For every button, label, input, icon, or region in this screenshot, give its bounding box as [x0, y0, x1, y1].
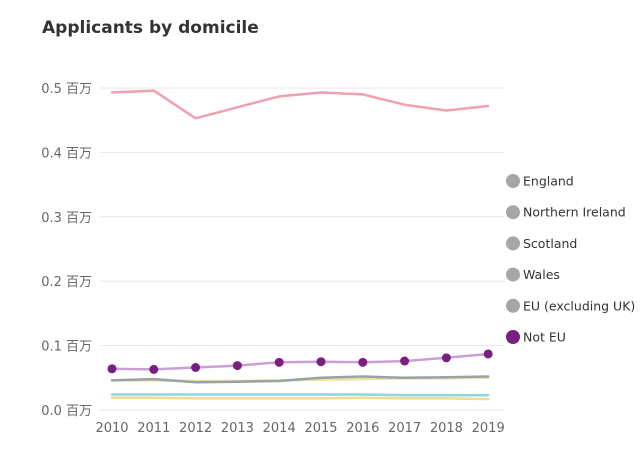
y-tick-label: 0.1 百万: [41, 340, 92, 355]
x-tick-label: 2016: [346, 421, 379, 436]
gridlines: [100, 87, 505, 411]
y-tick-label: 0.3 百万: [41, 211, 92, 226]
legend-marker-wales[interactable]: [506, 267, 520, 282]
legend-marker-scotland[interactable]: [506, 236, 520, 251]
x-tick-label: 2019: [472, 421, 505, 436]
x-axis: 2010 2011 2012 2013 2014 2015 2016 2017 2018 2019: [95, 421, 504, 436]
x-tick-label: 2018: [430, 421, 463, 436]
data-point-not-eu: [232, 361, 242, 371]
legend-label-wales[interactable]: Wales: [523, 267, 560, 282]
x-tick-label: 2010: [95, 421, 128, 436]
y-tick-label: 0.2 百万: [41, 275, 92, 290]
data-point-not-eu: [441, 353, 451, 363]
x-tick-label: 2012: [179, 421, 212, 436]
x-tick-label: 2014: [263, 421, 296, 436]
data-point-not-eu: [107, 364, 117, 374]
legend: England Northern Ireland Scotland Wales EU (…: [506, 174, 635, 345]
legend-marker-northern-ireland[interactable]: [506, 205, 520, 220]
data-point-not-eu: [274, 357, 284, 367]
data-point-not-eu: [316, 357, 326, 367]
data-point-not-eu: [358, 357, 368, 367]
legend-label-scotland[interactable]: Scotland: [523, 236, 577, 251]
legend-marker-eu-excluding-uk[interactable]: [506, 298, 520, 313]
x-tick-label: 2015: [304, 421, 337, 436]
y-tick-label: 0.0 百万: [41, 404, 92, 419]
y-tick-label: 0.4 百万: [41, 146, 92, 161]
series-markers: [107, 349, 493, 374]
data-point-not-eu: [191, 362, 201, 372]
data-point-not-eu: [400, 356, 410, 366]
legend-label-england[interactable]: England: [523, 174, 574, 189]
x-tick-label: 2013: [221, 421, 254, 436]
series-line-not-eu: [110, 352, 490, 371]
data-point-not-eu: [483, 349, 493, 359]
legend-label-not-eu[interactable]: Not EU: [523, 330, 566, 345]
legend-label-eu-excluding-uk[interactable]: EU (excluding UK): [523, 298, 635, 313]
legend-marker-not-eu[interactable]: [506, 330, 520, 344]
y-axis: 0.0 百万 0.1 百万 0.2 百万 0.3 百万 0.4 百万 0.5 百万: [41, 82, 92, 419]
series-line-northern-ireland: [110, 396, 490, 401]
chart-title: Applicants by domicile: [42, 18, 259, 38]
series-lines: [110, 89, 490, 401]
x-tick-label: 2011: [137, 421, 170, 436]
series-line-england: [110, 89, 490, 120]
data-point-not-eu: [149, 364, 159, 374]
legend-label-northern-ireland[interactable]: Northern Ireland: [523, 205, 626, 220]
x-tick-label: 2017: [388, 421, 421, 436]
legend-marker-england[interactable]: [506, 174, 520, 188]
series-line-scotland: [110, 393, 490, 397]
series-line-eu-excluding-uk: [110, 375, 490, 384]
y-tick-label: 0.5 百万: [41, 82, 92, 97]
